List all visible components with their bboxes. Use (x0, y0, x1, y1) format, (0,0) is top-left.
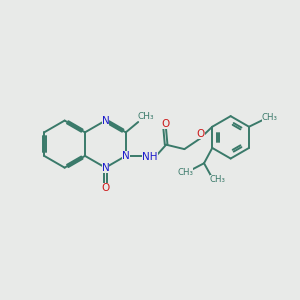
Text: O: O (101, 183, 110, 193)
Text: CH₃: CH₃ (262, 113, 278, 122)
Text: N: N (122, 151, 130, 161)
Text: CH₃: CH₃ (137, 112, 154, 121)
Text: CH₃: CH₃ (210, 175, 226, 184)
Text: O: O (197, 129, 205, 139)
Text: N: N (101, 116, 109, 126)
Text: NH: NH (142, 152, 158, 162)
Text: CH₃: CH₃ (177, 168, 193, 177)
Text: N: N (101, 163, 109, 173)
Text: O: O (161, 119, 170, 129)
Text: N: N (101, 116, 109, 126)
